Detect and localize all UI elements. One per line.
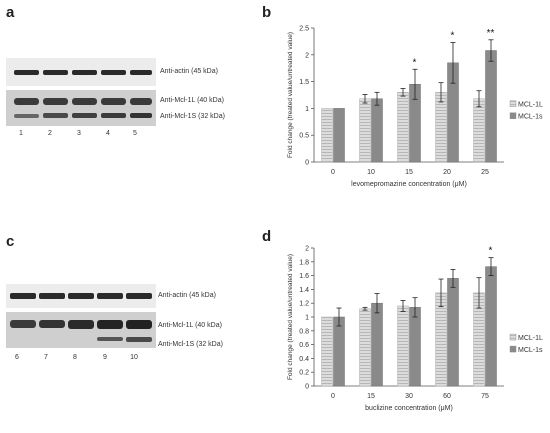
blot-a-label-mcl1l: Anti-Mcl-1L (40 kDa)	[160, 97, 224, 104]
legend-swatch	[509, 112, 517, 119]
y-tick-label: 2	[305, 246, 309, 253]
bar	[397, 92, 409, 163]
bar	[359, 98, 371, 163]
lane-number: 1	[19, 130, 23, 137]
mcl1-bands-a	[14, 98, 152, 118]
legend-label: MCL-1L	[518, 102, 543, 109]
bar	[321, 316, 333, 387]
y-tick-label: 2	[305, 52, 309, 59]
y-tick-label: 0	[305, 384, 309, 391]
lane-number: 6	[15, 354, 19, 361]
chart-b: 0 0.5 1 1.5 2 2.5 Fold change (treated value/u…	[287, 26, 543, 189]
blot-a-label-mcl1s: Anti-Mcl-1S (32 kDa)	[160, 113, 225, 120]
bar	[371, 302, 383, 387]
bar	[321, 108, 333, 163]
y-tick-label: 1.4	[299, 287, 309, 294]
y-tick-label: 1	[305, 106, 309, 113]
x-tick-label: 30	[405, 393, 413, 400]
bar	[447, 278, 459, 387]
legend-swatch	[509, 100, 517, 107]
bar	[359, 308, 371, 387]
significance-marker: *	[489, 246, 493, 257]
western-blot-a-mcl1	[6, 90, 156, 126]
bar	[485, 50, 497, 163]
panel-b-letter: b	[262, 4, 272, 21]
significance-marker: **	[487, 28, 495, 39]
lane-number: 7	[44, 354, 48, 361]
y-tick-label: 1	[305, 315, 309, 322]
bar	[397, 305, 409, 387]
x-tick-label: 15	[367, 393, 375, 400]
bar	[333, 108, 345, 163]
lane-number: 5	[133, 130, 137, 137]
y-tick-label: 0.8	[299, 328, 309, 335]
actin-bands-a	[14, 70, 152, 75]
y-tick-label: 2.5	[299, 26, 309, 33]
y-tick-label: 1.5	[299, 79, 309, 86]
y-tick-label: 1.2	[299, 301, 309, 308]
lane-number: 3	[77, 130, 81, 137]
lane-number: 2	[48, 130, 52, 137]
actin-bands-c	[10, 293, 152, 299]
panel-c-letter: c	[6, 233, 15, 250]
significance-marker: *	[413, 57, 417, 68]
legend-swatch	[509, 333, 517, 341]
blot-a-label-actin: Anti-actin (45 kDa)	[160, 68, 218, 75]
y-axis-label: Fold change (treated value/untreated val…	[287, 254, 294, 380]
significance-marker: *	[451, 30, 455, 41]
x-tick-label: 0	[331, 169, 335, 176]
legend-label: MCL-1s	[518, 347, 543, 354]
x-tick-label: 75	[481, 393, 489, 400]
blot-c-label-actin: Anti-actin (45 kDa)	[158, 292, 216, 299]
bar	[435, 92, 447, 163]
legend-label: MCL-1L	[518, 335, 543, 342]
y-tick-label: 0.5	[299, 133, 309, 140]
bar	[333, 316, 345, 387]
x-tick-label: 60	[443, 393, 451, 400]
lane-number: 4	[106, 130, 110, 137]
y-tick-label: 1.6	[299, 273, 309, 280]
western-blot-c-mcl1	[6, 312, 156, 348]
x-axis-label: levomepromazine concentration (μM)	[351, 181, 467, 188]
bar	[371, 98, 383, 163]
bar	[409, 307, 421, 387]
y-tick-label: 0.2	[299, 370, 309, 377]
lane-number: 9	[103, 354, 107, 361]
y-tick-label: 0.4	[299, 356, 309, 363]
mcl1-bands-c	[10, 320, 152, 342]
bar	[473, 98, 485, 163]
legend-label: MCL-1s	[518, 114, 543, 121]
x-tick-label: 10	[367, 169, 375, 176]
x-tick-label: 20	[443, 169, 451, 176]
x-tick-label: 15	[405, 169, 413, 176]
x-tick-label: 0	[331, 393, 335, 400]
x-axis-label: buclizine concentration (μM)	[365, 405, 453, 412]
lane-number: 8	[73, 354, 77, 361]
lane-number: 10	[130, 354, 138, 361]
chart-d: 0 0.2 0.4 0.6 0.8 1 1.2 1.4 1.6 1.8 2 Fold change (…	[287, 246, 543, 413]
panel-d-letter: d	[262, 228, 272, 245]
y-tick-label: 0	[305, 160, 309, 167]
bar	[485, 266, 497, 387]
legend-swatch	[509, 345, 517, 353]
blot-c-label-mcl1l: Anti-Mcl-1L (40 kDa)	[158, 322, 222, 329]
x-tick-label: 25	[481, 169, 489, 176]
panel-a-letter: a	[6, 4, 15, 21]
y-tick-label: 1.8	[299, 259, 309, 266]
blot-c-label-mcl1s: Anti-Mcl-1S (32 kDa)	[158, 341, 223, 348]
y-tick-label: 0.6	[299, 342, 309, 349]
western-blot-c	[6, 284, 156, 308]
western-blot-a	[6, 58, 156, 86]
y-axis-label: Fold change (treated value/untreated val…	[287, 32, 294, 158]
